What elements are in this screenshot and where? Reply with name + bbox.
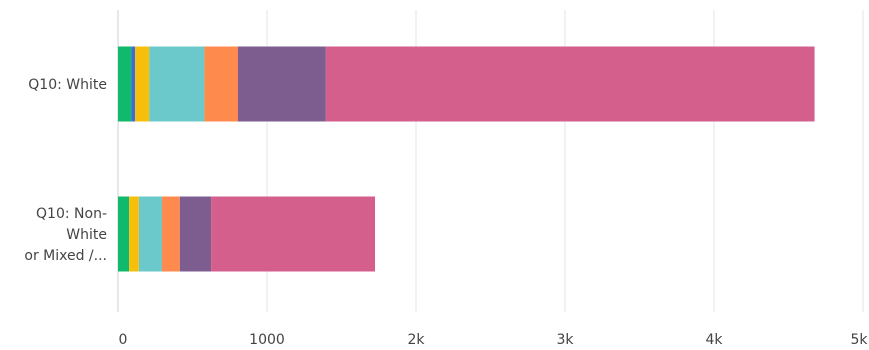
bar-segment[interactable] <box>179 196 212 272</box>
bar-segment[interactable] <box>204 46 238 122</box>
bars <box>118 46 815 272</box>
x-tick-label: 2k <box>407 332 425 348</box>
x-tick-label: 1000 <box>249 332 285 348</box>
x-tick-label: 3k <box>556 332 574 348</box>
category-label: Q10: Non- <box>36 206 107 222</box>
category-label: White <box>66 227 107 243</box>
category-label: Q10: White <box>28 77 107 93</box>
bar-segment[interactable] <box>118 46 132 122</box>
bar-segment[interactable] <box>161 196 180 272</box>
category-label: or Mixed /... <box>24 248 107 264</box>
bar-segment[interactable] <box>135 46 150 122</box>
x-tick-label: 4k <box>705 332 723 348</box>
x-tick-labels: 0 1000 2k 3k 4k 5k <box>119 332 869 348</box>
category-labels: Q10: White Q10: Non- White or Mixed /... <box>24 77 107 264</box>
bar-segment[interactable] <box>149 46 205 122</box>
bar-segment[interactable] <box>118 196 130 272</box>
bar-segment[interactable] <box>211 196 376 272</box>
bar-segment[interactable] <box>129 196 139 272</box>
bar-segment[interactable] <box>237 46 326 122</box>
x-tick-label: 5k <box>850 332 868 348</box>
bar-segment[interactable] <box>138 196 162 272</box>
x-tick-label: 0 <box>119 332 128 348</box>
bar-segment[interactable] <box>325 46 815 122</box>
bar-segment[interactable] <box>131 46 136 122</box>
